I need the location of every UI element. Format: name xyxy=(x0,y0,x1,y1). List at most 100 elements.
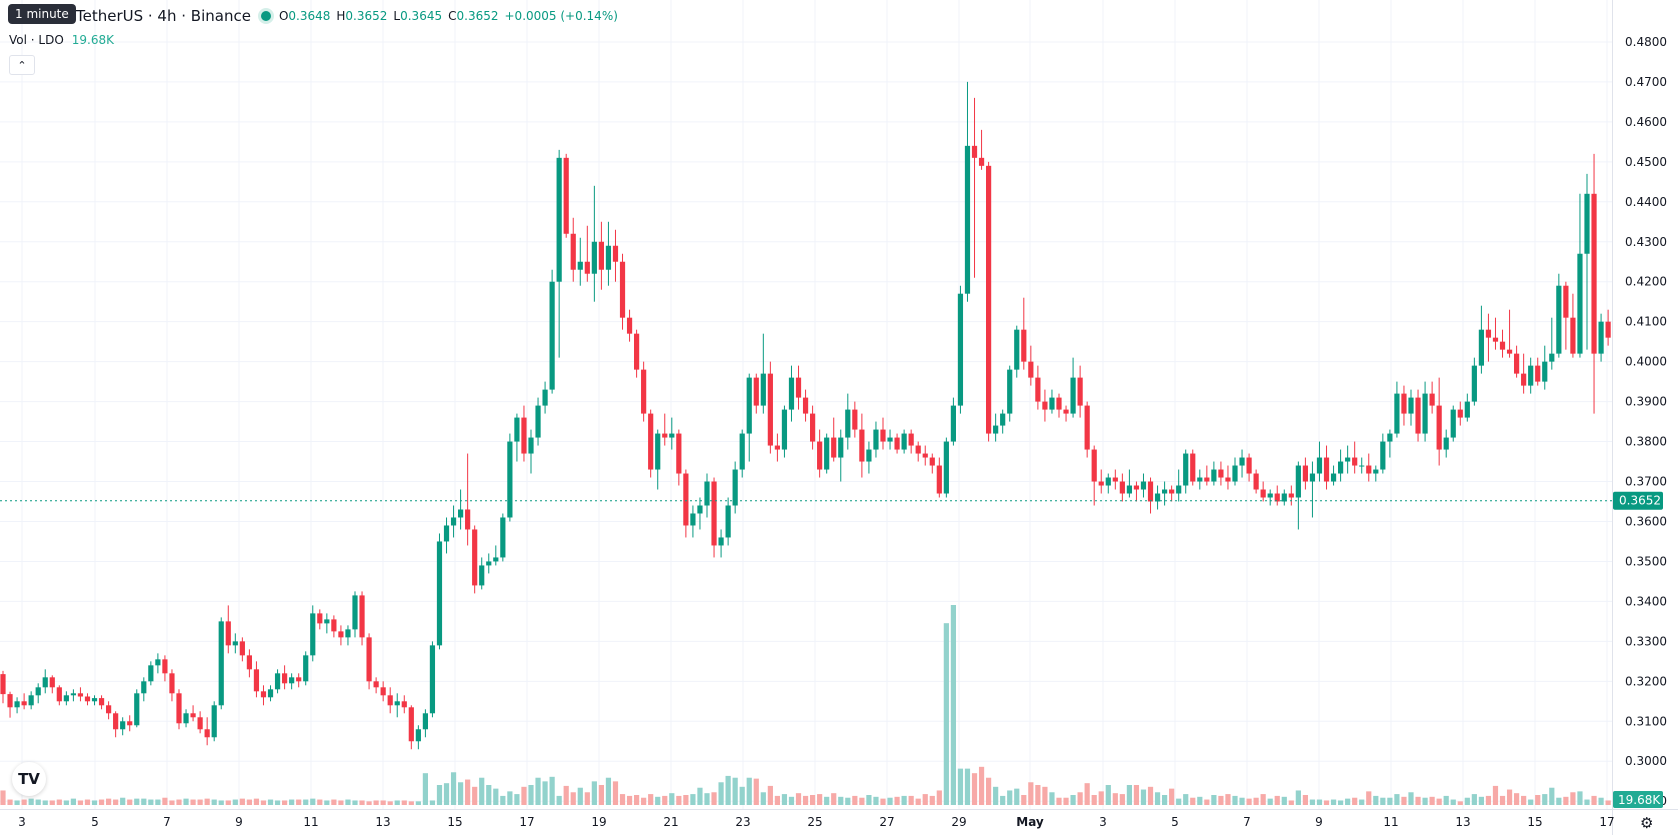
candle-body xyxy=(408,707,414,742)
volume-bar xyxy=(148,799,154,805)
price-axis[interactable]: 0.4800 0.4700 0.4600 0.4500 0.4400 0.4300 0.42… xyxy=(1612,0,1678,835)
candle-body xyxy=(1077,377,1083,406)
candle-body xyxy=(1549,353,1555,362)
volume-bar xyxy=(1218,795,1224,805)
volume-bar xyxy=(1429,796,1435,805)
candle-body xyxy=(1098,481,1104,486)
volume-bar xyxy=(1239,797,1245,805)
candle-body xyxy=(1225,477,1231,482)
collapse-legend-button[interactable]: ⌃ xyxy=(9,55,35,75)
candle-body xyxy=(14,701,20,708)
volume-bar xyxy=(1007,790,1013,805)
candle-body xyxy=(1450,409,1456,438)
volume-bar xyxy=(1436,798,1442,805)
time-axis[interactable]: 3 5 7 9 11 13 15 17 19 21 23 25 27 29 May 3 5 7 9 11 13 15 17 xyxy=(0,809,1678,830)
candle-body xyxy=(77,693,84,697)
volume-bar xyxy=(1014,788,1020,805)
volume-bar xyxy=(1309,799,1316,805)
candle-body xyxy=(458,509,464,518)
volume-bar xyxy=(1492,785,1499,805)
volume-bar xyxy=(514,794,520,805)
candle-body xyxy=(1316,457,1323,474)
candle-body xyxy=(612,245,619,262)
candle-body xyxy=(1063,409,1069,414)
volume-bar xyxy=(106,798,112,805)
volume-bar xyxy=(56,799,62,805)
volume-bar xyxy=(42,800,48,805)
volume-bar xyxy=(1246,798,1252,805)
candle-body xyxy=(1204,477,1210,482)
candle-body xyxy=(887,437,893,442)
candle-body xyxy=(1056,397,1062,410)
symbol-title[interactable]: TetherUS · 4h · Binance xyxy=(76,7,251,25)
candle-body xyxy=(704,481,710,506)
y-tick-label: 0.3500 xyxy=(1625,554,1667,568)
candle-body xyxy=(120,721,126,730)
volume-bar xyxy=(1126,785,1132,805)
volume-label: Vol · LDO xyxy=(9,33,64,47)
candle-body xyxy=(141,681,147,694)
candle-body xyxy=(655,433,661,470)
volume-bar xyxy=(190,799,196,805)
volume-bar xyxy=(1415,796,1421,805)
candle-body xyxy=(507,441,513,518)
volume-bar xyxy=(1591,795,1597,805)
volume-bar xyxy=(1147,786,1154,805)
gear-icon[interactable]: ⚙ xyxy=(1640,814,1654,832)
volume-bar xyxy=(1056,797,1062,805)
y-tick-label: 0.3900 xyxy=(1625,395,1667,409)
candle-body xyxy=(584,261,590,274)
axis-tags: 0.3652 19.68K xyxy=(1613,491,1663,808)
x-tick-label: 11 xyxy=(1383,815,1398,829)
candle-body xyxy=(824,437,830,470)
volume-bar xyxy=(936,790,942,805)
volume-bar xyxy=(577,787,583,805)
volume-bar xyxy=(1253,797,1259,805)
candle-body xyxy=(788,377,795,410)
volume-bar xyxy=(183,798,189,805)
y-tick-label: 0.3000 xyxy=(1625,754,1667,768)
volume-bar xyxy=(711,792,717,805)
candle-body xyxy=(880,429,886,442)
volume-bar xyxy=(690,794,696,805)
volume-bar xyxy=(1084,783,1090,805)
candle-body xyxy=(1049,397,1055,410)
candle-body xyxy=(225,621,231,646)
volume-bar xyxy=(901,795,907,805)
volume-bar xyxy=(1140,789,1147,805)
volume-bar xyxy=(676,795,682,805)
volume-bar xyxy=(141,798,147,805)
change-value: +0.0005 (+0.14%) xyxy=(504,9,618,23)
candle-body xyxy=(866,449,872,462)
volume-bar xyxy=(1197,796,1203,805)
x-tick-label: 17 xyxy=(1599,815,1614,829)
low-value: L0.3645 xyxy=(393,9,443,23)
volume-bar xyxy=(1049,792,1055,805)
volume-bar xyxy=(1091,795,1097,805)
volume-bar xyxy=(1316,799,1323,805)
x-tick-label: 5 xyxy=(91,815,99,829)
volume-bar xyxy=(465,779,471,805)
x-tick-label: 7 xyxy=(1243,815,1251,829)
volume-bar xyxy=(1211,795,1217,805)
candle-body xyxy=(549,281,555,390)
candle-body xyxy=(662,433,668,438)
volume-bar xyxy=(1499,795,1506,805)
x-tick-label: 11 xyxy=(303,815,318,829)
volume-bar xyxy=(1422,797,1428,805)
candle-body xyxy=(197,717,203,730)
volume-bar xyxy=(394,800,400,805)
volume-legend: Vol · LDO 19.68K xyxy=(9,33,114,47)
open-value: O0.3648 xyxy=(278,9,331,23)
candle-body xyxy=(91,698,98,702)
tradingview-logo-icon[interactable]: TV xyxy=(12,762,46,796)
volume-bar xyxy=(704,793,710,805)
candle-body xyxy=(1330,473,1337,482)
volume-bar xyxy=(260,800,267,805)
candle-body xyxy=(1042,401,1048,410)
candle-body xyxy=(1422,393,1428,434)
volume-bar xyxy=(408,801,414,805)
x-tick-label: 27 xyxy=(879,815,894,829)
